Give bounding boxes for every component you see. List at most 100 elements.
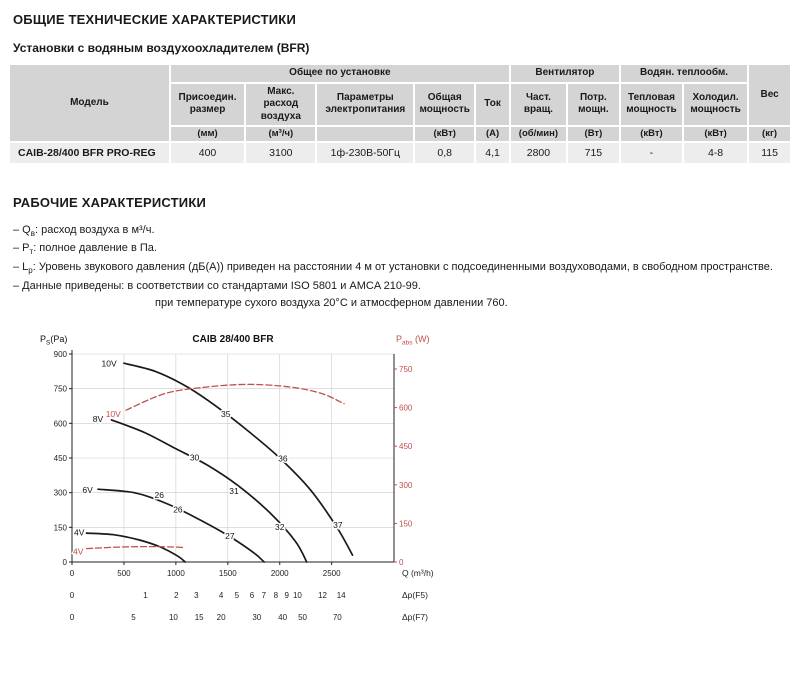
svg-text:3: 3 [194,591,199,600]
group-header-fan: Вентилятор [508,63,621,84]
curve-10V-power [125,383,345,411]
svg-text:6V: 6V [82,485,93,495]
note-standards: – Данные приведены: в соответствии со ст… [13,279,421,292]
svg-text:2500: 2500 [323,569,341,578]
group-header-weight: Вес [747,63,792,127]
unit-cooling-capacity: (кВт) [681,125,750,143]
note-pressure-sub: т [29,247,34,257]
unit-weight: (кг) [747,125,792,143]
curve-10V [123,362,354,556]
svg-text:40: 40 [278,613,287,622]
unit-fan-speed: (об/мин) [508,125,568,143]
svg-text:Q (m³/h): Q (m³/h) [402,568,434,578]
col-header-fan-speed: Част. вращ. [508,81,568,127]
svg-text:600: 600 [399,403,413,412]
note-sound-level-pre: – L [13,261,29,274]
cell-power-supply: 1ф-230В-50Гц [315,140,416,165]
unit-total-power: (кВт) [413,125,477,143]
cell-fan-power: 715 [565,140,621,165]
table-row: CAIB-28/400 BFR PRO-REG 400 3100 1ф-230В… [8,140,792,165]
svg-text:2: 2 [174,591,179,600]
curve-6V [97,488,266,563]
note-sound-level-post: : Уровень звукового давления (дБ(А)) при… [32,261,773,274]
col-header-model: Модель [8,63,171,143]
svg-text:CAIB 28/400 BFR: CAIB 28/400 BFR [192,334,274,345]
cell-weight: 115 [747,140,792,165]
col-header-airflow: Макс. расход воздуха [244,81,318,127]
svg-text:0: 0 [63,558,68,567]
svg-text:20: 20 [217,613,226,622]
svg-text:26: 26 [173,504,183,514]
svg-text:14: 14 [337,591,346,600]
unit-fan-power: (Вт) [565,125,621,143]
cell-cooling-capacity: 4-8 [681,140,750,165]
col-header-total-power: Общая мощность [413,81,477,127]
svg-text:300: 300 [399,480,413,489]
axis-dpF7: 0 5 10 15 20 30 40 50 70 Δp(F7) [70,612,428,622]
table-units-row: (мм) (м³/ч) (кВт) (А) (об/мин) (Вт) (кВт… [9,125,792,143]
svg-text:0: 0 [70,569,75,578]
note-airflow-sub: в [30,229,35,239]
curve-8V [110,418,308,563]
svg-text:8: 8 [274,591,279,600]
note-pressure-post: : полное давление в Па. [33,242,157,255]
svg-text:4V: 4V [74,527,85,537]
cell-total-power: 0,8 [413,140,477,165]
cell-current: 4,1 [474,140,511,165]
svg-text:1: 1 [143,591,148,600]
note-airflow-pre: – Q [13,223,31,236]
performance-chart: 0 150 300 450 600 750 900 0 150 300 450 600 750 0 500 1… [38,330,792,635]
svg-text:6: 6 [250,591,255,600]
section-title-performance: РАБОЧИЕ ХАРАКТЕРИСТИКИ [13,194,207,210]
svg-text:300: 300 [54,488,68,497]
note-pressure-pre: – P [13,242,30,255]
svg-text:30: 30 [190,452,200,462]
note-airflow: – Qв: расход воздуха в м³/ч. [13,222,787,241]
chart-curves [85,362,354,563]
svg-text:4V: 4V [73,546,84,556]
datasheet-page: ОБЩИЕ ТЕХНИЧЕСКИЕ ХАРАКТЕРИСТИКИ Установ… [8,12,792,635]
cell-airflow: 3100 [244,140,318,165]
note-pressure: – Pт: полное давление в Па. [13,240,787,259]
notes-list: – Qв: расход воздуха в м³/ч. – Pт: полно… [13,222,787,312]
svg-text:500: 500 [117,569,131,578]
svg-text:1500: 1500 [219,569,237,578]
svg-text:10: 10 [293,591,302,600]
table-column-header-row: Присоедин. размер Макс. расход воздуха П… [9,81,791,127]
cell-heating-capacity: - [618,140,684,165]
spec-table: Модель Общее по установке Вентилятор Вод… [8,63,792,165]
svg-text:Δp(F7): Δp(F7) [402,612,428,622]
svg-text:2000: 2000 [271,569,289,578]
svg-text:150: 150 [399,519,413,528]
table-group-header-row: Модель Общее по установке Вентилятор Вод… [8,63,792,143]
svg-text:32: 32 [275,522,285,532]
svg-text:0: 0 [70,613,75,622]
curve-4V-power [85,545,186,549]
svg-text:27: 27 [225,531,235,541]
axis-dpF5: 0 1 2 3 4 5 6 7 8 9 10 12 14 Δp(F5) [70,590,428,600]
svg-text:36: 36 [278,453,288,463]
unit-heating-capacity: (кВт) [618,125,684,143]
col-header-size: Присоедин. размер [168,81,247,127]
note-conditions: при температуре сухого воздуха 20°C и ат… [155,296,508,309]
unit-airflow: (м³/ч) [244,125,318,143]
page-subtitle: Установки с водяным воздухоохладителем (… [13,41,310,55]
svg-text:31: 31 [229,486,239,496]
svg-text:5: 5 [235,591,240,600]
svg-text:1000: 1000 [167,569,185,578]
svg-text:9: 9 [285,591,290,600]
svg-text:8V: 8V [93,414,104,424]
cell-size: 400 [168,140,247,165]
col-header-fan-power: Потр. мощн. [565,81,621,127]
note-sound-level: – Lp: Уровень звукового давления (дБ(А))… [13,259,787,278]
svg-text:Pabs (W): Pabs (W) [396,334,430,347]
svg-text:10V: 10V [102,358,117,368]
svg-text:37: 37 [333,520,343,530]
svg-text:5: 5 [131,613,136,622]
svg-text:30: 30 [252,613,261,622]
cell-model: CAIB-28/400 BFR PRO-REG [8,140,171,165]
group-header-water-hx: Водян. теплообм. [618,63,750,84]
svg-text:10V: 10V [106,409,121,419]
